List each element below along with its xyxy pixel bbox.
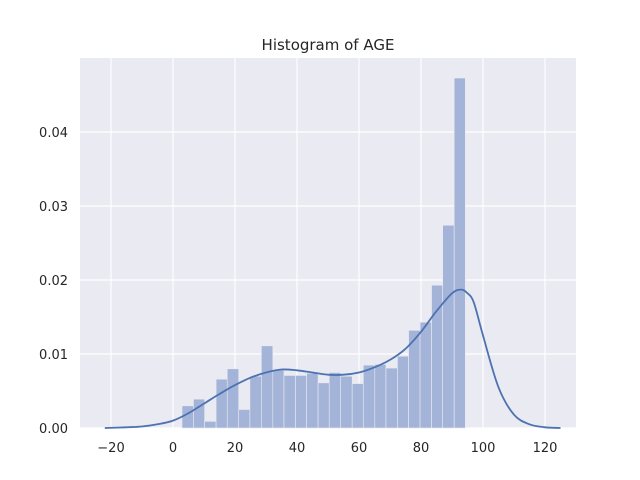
histogram-bar-10 xyxy=(295,375,307,429)
x-axis-tick-labels: −20 0 20 40 60 80 100 120 xyxy=(97,441,557,456)
y-tick-label: 0.02 xyxy=(39,274,68,289)
plot-background xyxy=(80,58,576,428)
histogram-bar-3 xyxy=(215,378,228,429)
y-tick-label: 0.04 xyxy=(39,126,68,141)
x-tick-label: 20 xyxy=(227,441,244,456)
histogram-bar-9 xyxy=(283,375,296,429)
x-tick-label: 80 xyxy=(413,441,430,456)
grid-lines xyxy=(80,58,576,429)
histogram-bar-18 xyxy=(385,367,398,429)
kde-curve xyxy=(104,288,561,429)
histogram-bar-16 xyxy=(363,364,376,429)
histogram-bar-24 xyxy=(453,77,466,429)
histogram-bars xyxy=(181,77,466,429)
histogram-bar-2 xyxy=(204,421,217,429)
histogram-bar-12 xyxy=(317,382,330,429)
y-axis-tick-labels: 0.00 0.01 0.02 0.03 0.04 xyxy=(39,126,68,437)
histogram-bar-0 xyxy=(181,405,194,429)
histogram-bar-19 xyxy=(397,355,409,429)
histogram-bar-15 xyxy=(351,383,364,429)
x-tick-label: 120 xyxy=(533,441,558,456)
histogram-bar-4 xyxy=(226,368,240,429)
histogram-bar-23 xyxy=(442,224,455,429)
y-tick-label: 0.03 xyxy=(39,200,68,215)
x-tick-label: 0 xyxy=(169,441,177,456)
histogram-bar-7 xyxy=(261,345,274,429)
y-tick-label: 0.00 xyxy=(39,422,68,437)
histogram-bar-6 xyxy=(249,375,262,429)
histogram-bar-8 xyxy=(272,369,285,429)
histogram-bar-13 xyxy=(328,372,342,429)
x-tick-label: 100 xyxy=(471,441,496,456)
histogram-bar-21 xyxy=(419,321,432,429)
y-tick-label: 0.01 xyxy=(39,348,68,363)
histogram-bar-11 xyxy=(306,372,319,429)
x-tick-label: 40 xyxy=(289,441,306,456)
histogram-bar-14 xyxy=(340,375,353,429)
x-tick-label: 60 xyxy=(351,441,368,456)
histogram-bar-1 xyxy=(193,398,205,429)
x-tick-label: −20 xyxy=(97,441,124,456)
chart-title: Histogram of AGE xyxy=(262,36,395,54)
histogram-bar-17 xyxy=(374,364,387,429)
histogram-bar-5 xyxy=(238,409,251,429)
